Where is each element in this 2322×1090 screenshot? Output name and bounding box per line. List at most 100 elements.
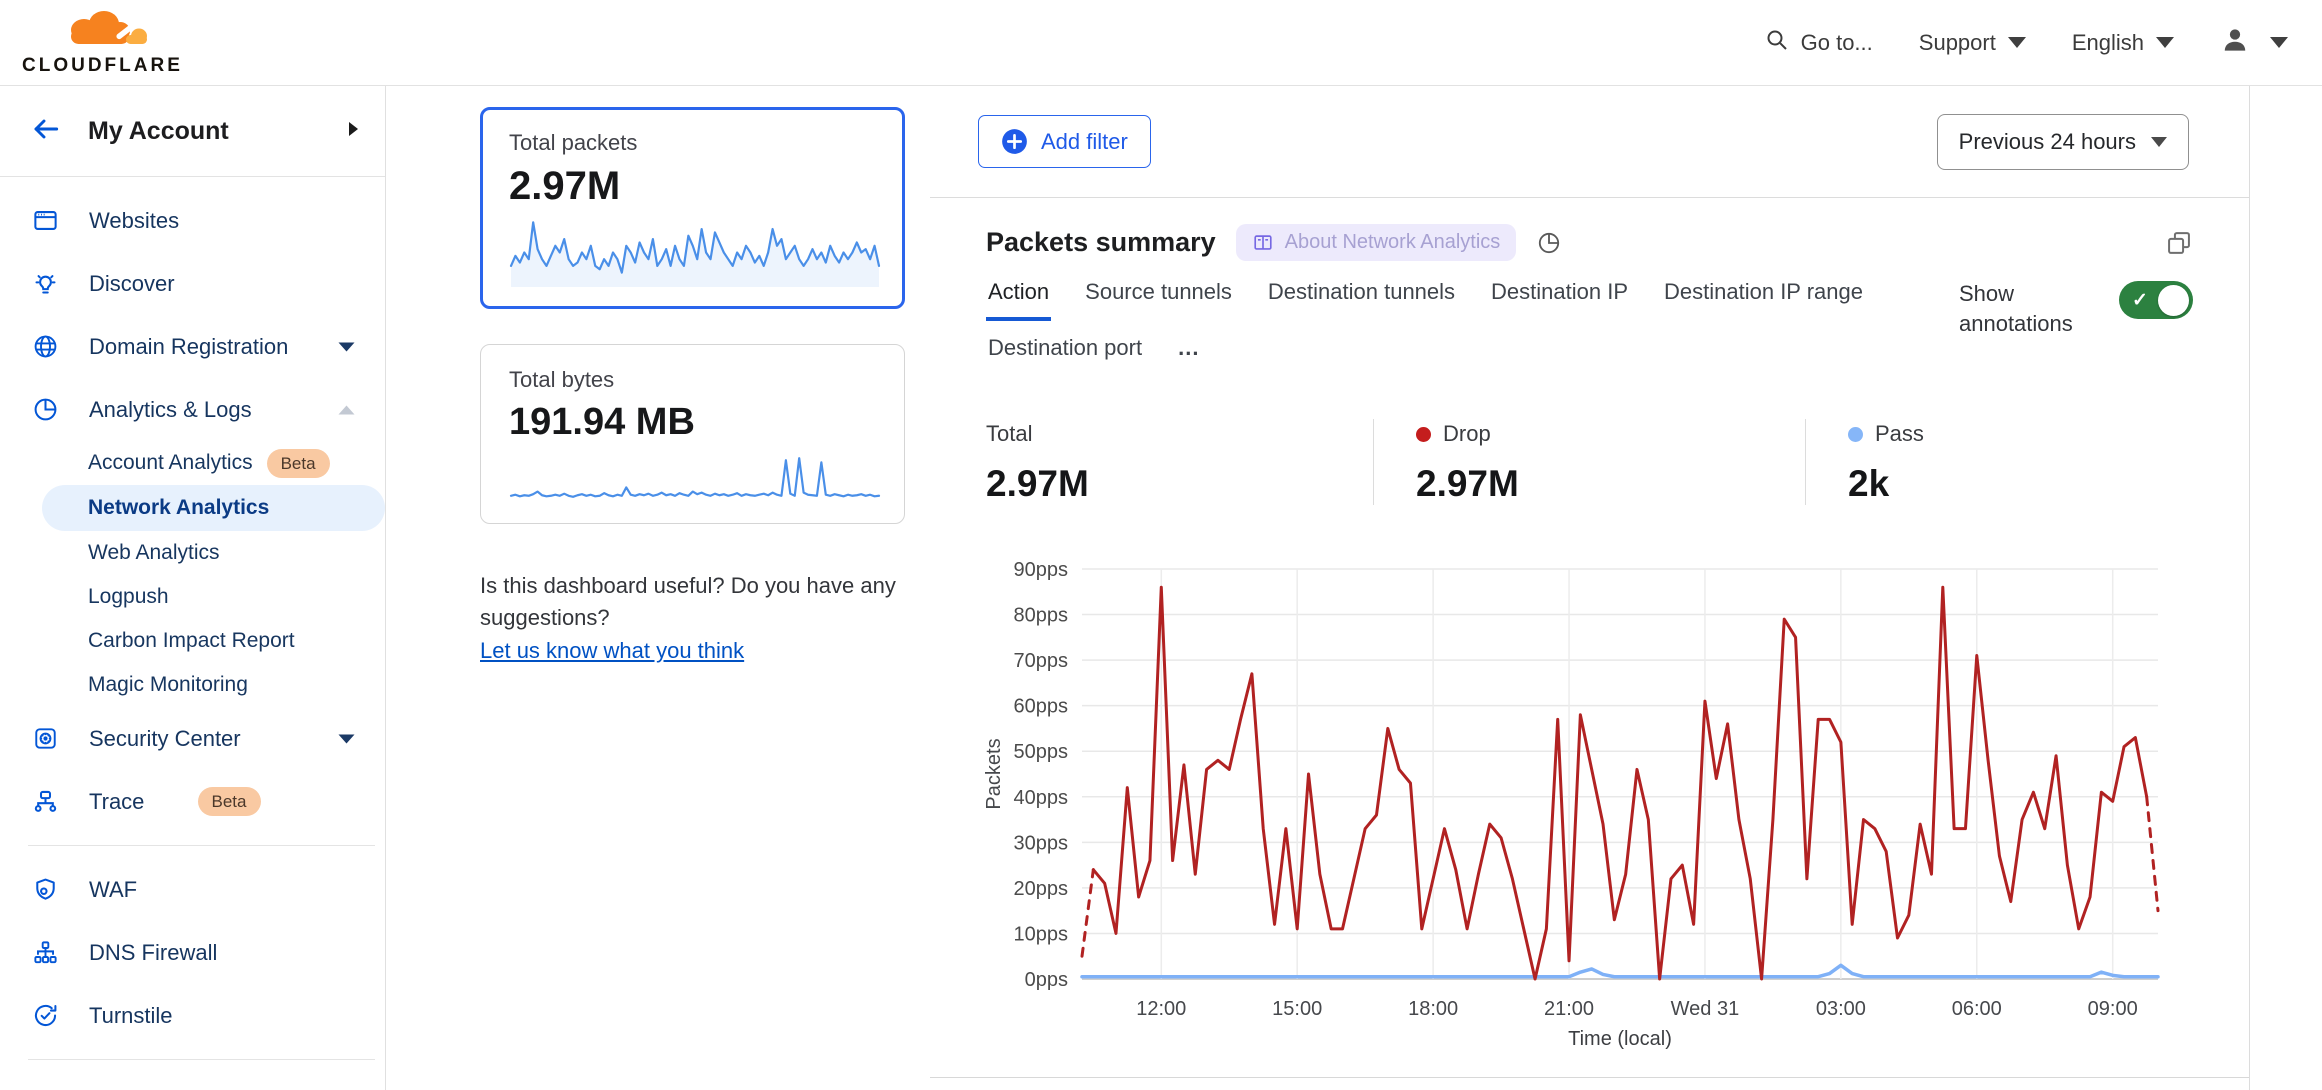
svg-text:80pps: 80pps (1014, 605, 1069, 627)
sidebar-item-more[interactable] (0, 1072, 385, 1090)
svg-text:20pps: 20pps (1014, 878, 1069, 900)
packets-chart: 0pps 10pps 20pps 30pps 40pps 50pps 60pps 70pps 8… (980, 547, 2193, 1057)
svg-text:Wed 31: Wed 31 (1671, 998, 1740, 1020)
caret-up-icon (338, 405, 355, 415)
tab-destination-port[interactable]: Destination port (988, 335, 1143, 360)
sidebar-item-label: Magic Monitoring (88, 673, 248, 696)
svg-text:Packets: Packets (983, 738, 1005, 809)
total-packets-card[interactable]: Total packets 2.97M (480, 107, 905, 309)
sidebar-item-discover[interactable]: Discover (0, 252, 385, 315)
go-to-label: Go to... (1800, 29, 1873, 55)
dimension-tabs: Action Source tunnels Destination tunnels D… (986, 277, 1906, 373)
sidebar-item-label: Websites (89, 207, 180, 233)
sidebar-divider (28, 1059, 375, 1060)
sidebar-item-waf[interactable]: WAF (0, 858, 385, 921)
total-bytes-label: Total bytes (509, 367, 615, 392)
total-packets-sparkline (509, 221, 881, 287)
cloudflare-wordmark: CLOUDFLARE (22, 54, 183, 76)
tab-more[interactable]: ... (1178, 335, 1200, 360)
svg-text:18:00: 18:00 (1408, 998, 1458, 1020)
tab-action[interactable]: Action (986, 277, 1052, 321)
sidebar-item-trace[interactable]: Trace Beta (0, 770, 385, 833)
main-content: Add filter Previous 24 hours Packets sum… (930, 86, 2250, 1090)
language-menu[interactable]: English (2072, 30, 2174, 56)
svg-text:60pps: 60pps (1014, 696, 1069, 718)
total-bytes-value: 191.94 MB (509, 401, 695, 443)
feedback-question: Is this dashboard useful? Do you have an… (480, 573, 896, 630)
sidebar-item-label: WAF (89, 876, 138, 902)
lightbulb-icon (32, 270, 59, 297)
svg-text:Time (local): Time (local) (1568, 1028, 1672, 1050)
svg-text:10pps: 10pps (1014, 923, 1069, 945)
tab-destination-ip[interactable]: Destination IP (1491, 279, 1629, 304)
sidebar-item-label: Turnstile (89, 1002, 173, 1028)
sidebar-item-carbon-impact-report[interactable]: Carbon Impact Report (0, 619, 385, 663)
time-range-label: Previous 24 hours (1958, 128, 2136, 154)
packets-summary-header: Packets summary About Network Analytics (986, 224, 2193, 261)
tab-destination-ip-range[interactable]: Destination IP range (1664, 279, 1863, 304)
user-icon (2220, 25, 2250, 61)
chevron-down-icon (2007, 37, 2026, 48)
sidebar-item-web-analytics[interactable]: Web Analytics (0, 531, 385, 575)
dns-hierarchy-icon (32, 939, 59, 966)
stat-value: 2.97M (1416, 463, 1519, 504)
sidebar: My Account Websites Discover Domain Regist… (0, 86, 386, 1090)
summary-stats: Total 2.97M Drop 2.97M Pass 2k (986, 419, 2193, 505)
waf-shield-icon (32, 876, 59, 903)
account-menu[interactable] (2220, 25, 2288, 61)
cloudflare-logo[interactable]: CLOUDFLARE (22, 9, 183, 77)
sidebar-item-logpush[interactable]: Logpush (0, 575, 385, 619)
packets-summary-title: Packets summary (986, 227, 1216, 257)
tab-destination-tunnels[interactable]: Destination tunnels (1267, 279, 1456, 304)
chevron-right-icon[interactable] (349, 121, 359, 142)
sidebar-item-websites[interactable]: Websites (0, 189, 385, 252)
feedback-link[interactable]: Let us know what you think (480, 638, 745, 663)
total-bytes-card[interactable]: Total bytes 191.94 MB (480, 344, 905, 524)
sidebar-subnav: Account Analytics Beta Network Analytics We… (0, 441, 385, 707)
sidebar-item-label: Discover (89, 270, 175, 296)
go-to-search[interactable]: Go to... (1765, 28, 1873, 58)
drop-legend-dot (1416, 426, 1431, 442)
sidebar-item-account-analytics[interactable]: Account Analytics Beta (0, 441, 385, 485)
support-menu[interactable]: Support (1919, 30, 2026, 56)
back-arrow-icon[interactable] (30, 113, 62, 150)
sidebar-item-analytics-logs[interactable]: Analytics & Logs (0, 378, 385, 441)
stat-drop: Drop 2.97M (1373, 419, 1805, 505)
sidebar-item-domain-registration[interactable]: Domain Registration (0, 315, 385, 378)
cloudflare-cloud-icon (46, 9, 158, 54)
time-period-pie-icon[interactable] (1536, 230, 1562, 256)
sidebar-item-label: DNS Firewall (89, 939, 218, 965)
time-range-button[interactable]: Previous 24 hours (1936, 113, 2189, 170)
stat-label: Total (986, 421, 1033, 446)
search-icon (1765, 28, 1789, 58)
sidebar-item-network-analytics[interactable]: Network Analytics (42, 485, 385, 531)
security-shield-icon (32, 725, 59, 752)
sidebar-item-security-center[interactable]: Security Center (0, 707, 385, 770)
browser-window-icon (32, 207, 59, 234)
packets-summary-card: Packets summary About Network Analytics (930, 197, 2249, 1078)
overview-column: Total packets 2.97M Total bytes 191.94 M… (386, 86, 930, 1090)
check-icon: ✓ (2132, 289, 2148, 311)
globe-icon (32, 333, 59, 360)
tab-source-tunnels[interactable]: Source tunnels (1085, 279, 1232, 304)
show-annotations-toggle[interactable]: ✓ (2119, 281, 2193, 319)
svg-text:21:00: 21:00 (1544, 998, 1594, 1020)
sidebar-item-dns-firewall[interactable]: DNS Firewall (0, 921, 385, 984)
sidebar-item-label: Web Analytics (88, 541, 220, 564)
svg-text:06:00: 06:00 (1952, 998, 2002, 1020)
sidebar-item-label: Security Center (89, 725, 241, 751)
sidebar-item-label: Domain Registration (89, 333, 289, 359)
svg-text:30pps: 30pps (1014, 832, 1069, 854)
about-network-analytics-badge[interactable]: About Network Analytics (1235, 224, 1517, 261)
add-filter-label: Add filter (1041, 128, 1128, 154)
total-bytes-sparkline (509, 448, 881, 509)
about-badge-label: About Network Analytics (1284, 231, 1501, 253)
svg-text:70pps: 70pps (1014, 650, 1069, 672)
sidebar-item-turnstile[interactable]: Turnstile (0, 984, 385, 1047)
svg-text:0pps: 0pps (1025, 969, 1068, 991)
add-filter-button[interactable]: Add filter (978, 115, 1151, 168)
expand-panel-icon[interactable] (2165, 229, 2193, 257)
sidebar-item-magic-monitoring[interactable]: Magic Monitoring (0, 663, 385, 707)
total-packets-sparkline (509, 213, 881, 294)
